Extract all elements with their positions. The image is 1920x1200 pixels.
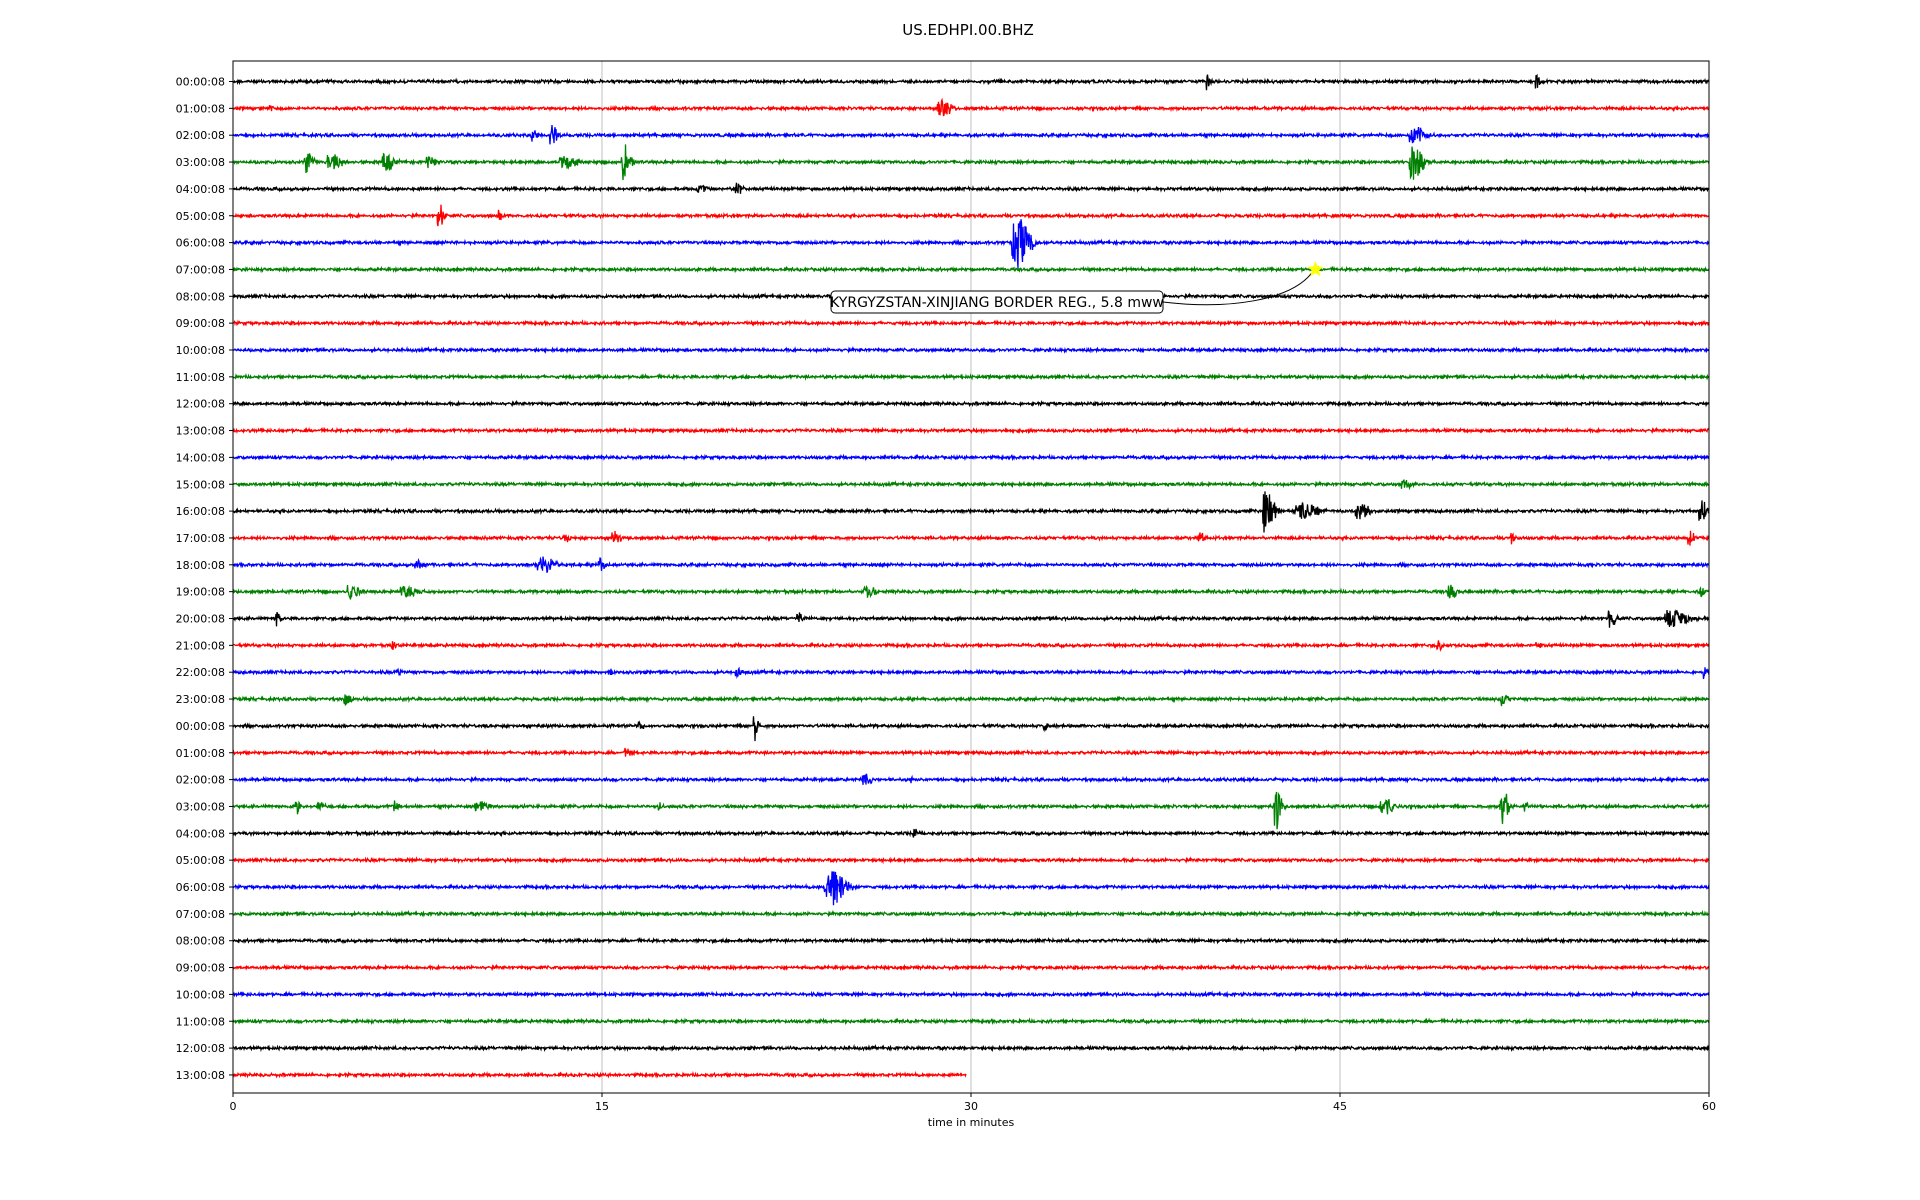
trace-row-30 xyxy=(233,858,1709,861)
row-label: 06:00:08 xyxy=(176,237,225,250)
x-tick-label: 45 xyxy=(1333,1100,1347,1113)
row-label: 01:00:08 xyxy=(176,747,225,760)
trace-row-11 xyxy=(233,348,1709,351)
row-label: 08:00:08 xyxy=(176,290,225,303)
row-label: 00:00:08 xyxy=(176,720,225,733)
row-label: 20:00:08 xyxy=(176,613,225,626)
row-label: 07:00:08 xyxy=(176,263,225,276)
row-label: 09:00:08 xyxy=(176,962,225,975)
trace-row-38 xyxy=(233,1073,966,1076)
trace-row-14 xyxy=(233,429,1709,432)
x-axis-label: time in minutes xyxy=(928,1116,1015,1129)
row-label: 05:00:08 xyxy=(176,854,225,867)
row-label: 13:00:08 xyxy=(176,1069,225,1082)
row-label: 07:00:08 xyxy=(176,908,225,921)
chart-title: US.EDHPI.00.BHZ xyxy=(902,21,1034,39)
row-label: 18:00:08 xyxy=(176,559,225,572)
x-axis-ticks: 0 15 30 45 60 xyxy=(230,1093,1717,1113)
row-label: 05:00:08 xyxy=(176,210,225,223)
row-label: 04:00:08 xyxy=(176,827,225,840)
x-tick-label: 15 xyxy=(595,1100,609,1113)
trace-row-8 xyxy=(233,268,1709,271)
row-label: 08:00:08 xyxy=(176,935,225,948)
trace-row-32 xyxy=(233,912,1709,915)
annotation-arrow xyxy=(1163,273,1311,304)
annotation-text: KYRGYZSTAN-XINJIANG BORDER REG., 5.8 mww xyxy=(830,295,1164,311)
row-label: 02:00:08 xyxy=(176,129,225,142)
trace-row-36 xyxy=(233,1020,1709,1023)
row-label: 16:00:08 xyxy=(176,505,225,518)
row-label: 21:00:08 xyxy=(176,639,225,652)
row-label: 17:00:08 xyxy=(176,532,225,545)
row-label: 15:00:08 xyxy=(176,478,225,491)
row-label: 19:00:08 xyxy=(176,586,225,599)
x-tick-label: 60 xyxy=(1702,1100,1716,1113)
row-label: 14:00:08 xyxy=(176,451,225,464)
row-label: 04:00:08 xyxy=(176,183,225,196)
x-tick-label: 30 xyxy=(964,1100,978,1113)
row-label: 10:00:08 xyxy=(176,988,225,1001)
row-label: 13:00:08 xyxy=(176,425,225,438)
trace-row-34 xyxy=(233,966,1709,969)
row-label: 12:00:08 xyxy=(176,1042,225,1055)
x-tick-label: 0 xyxy=(230,1100,237,1113)
event-star-marker xyxy=(1308,262,1323,276)
row-label: 06:00:08 xyxy=(176,881,225,894)
row-label: 11:00:08 xyxy=(176,371,225,384)
row-label: 00:00:08 xyxy=(176,76,225,89)
row-label: 03:00:08 xyxy=(176,156,225,169)
row-label: 03:00:08 xyxy=(176,800,225,813)
row-label: 12:00:08 xyxy=(176,398,225,411)
row-label: 11:00:08 xyxy=(176,1015,225,1028)
row-label: 10:00:08 xyxy=(176,344,225,357)
row-label: 02:00:08 xyxy=(176,774,225,787)
row-label: 01:00:08 xyxy=(176,102,225,115)
row-time-labels: 00:00:08 01:00:08 02:00:08 03:00:08 04:00:08… xyxy=(176,76,233,1082)
row-label: 23:00:08 xyxy=(176,693,225,706)
row-label: 22:00:08 xyxy=(176,666,225,679)
row-label: 09:00:08 xyxy=(176,317,225,330)
